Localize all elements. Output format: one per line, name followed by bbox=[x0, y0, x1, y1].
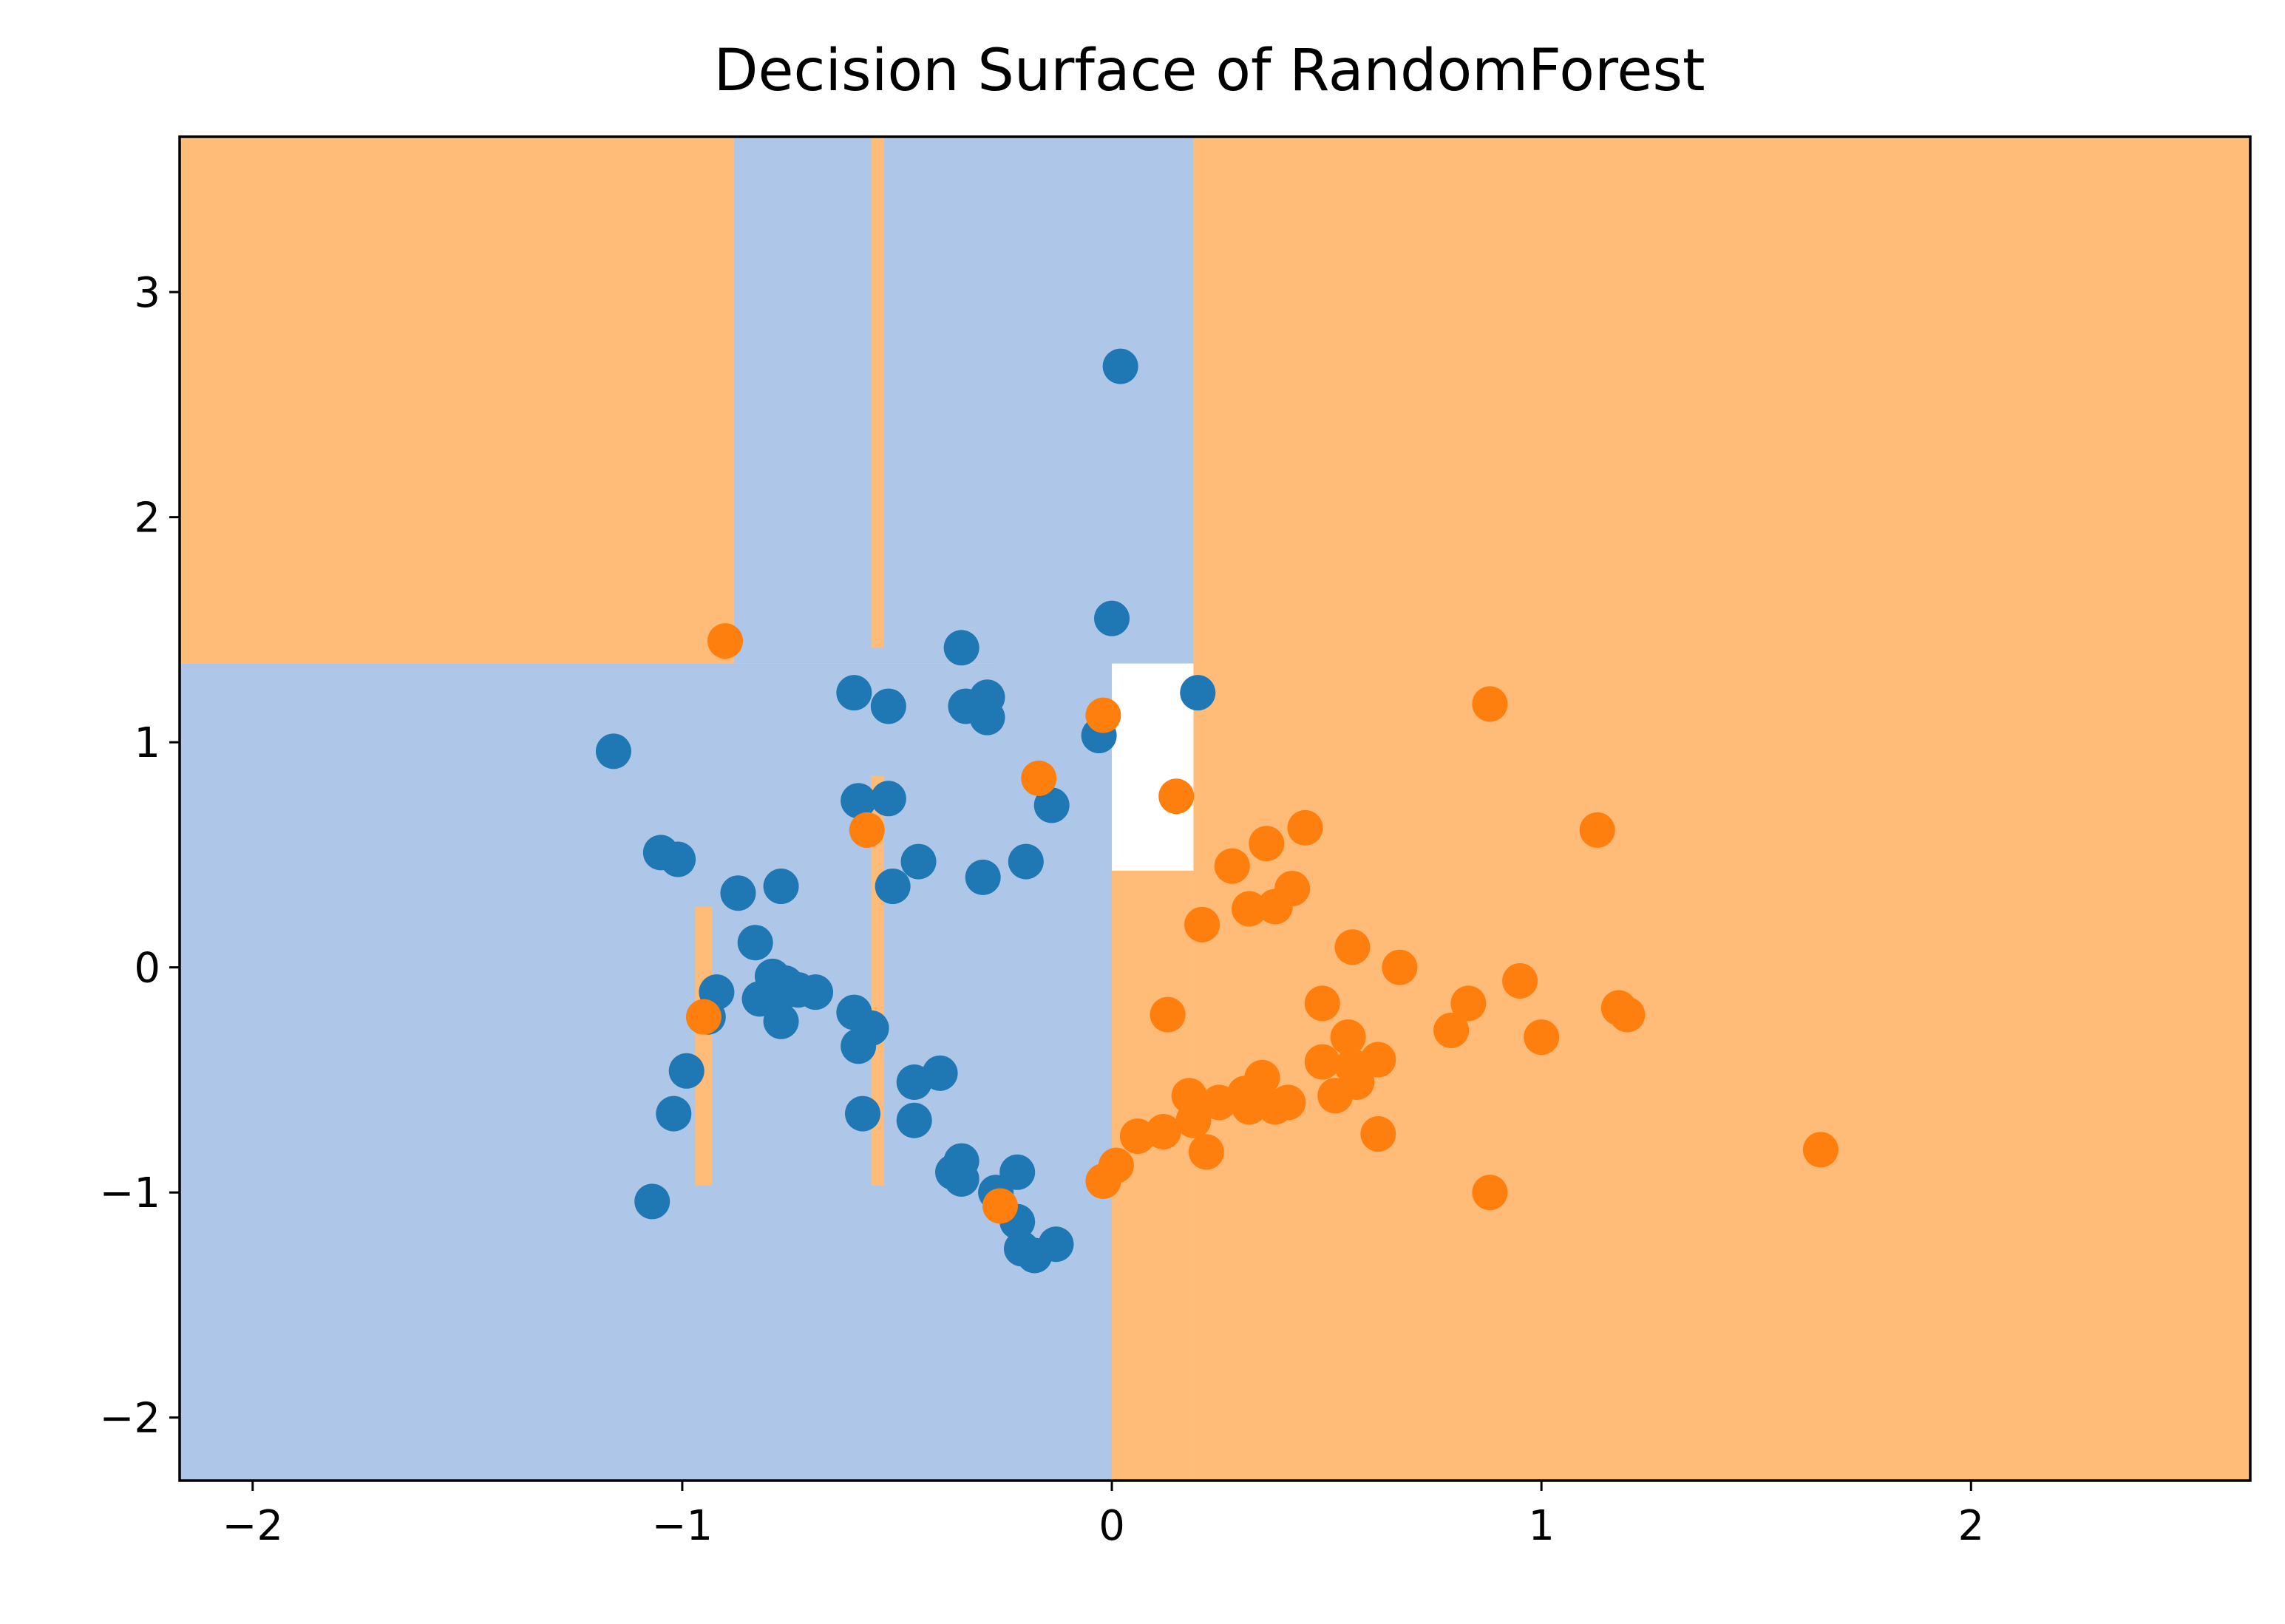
class0-point-4 bbox=[870, 688, 906, 724]
class1-point-13 bbox=[1184, 906, 1220, 942]
class1-point-12 bbox=[1231, 891, 1267, 927]
class1-point-25 bbox=[1330, 1019, 1366, 1056]
x-tick-label: −1 bbox=[652, 1502, 713, 1550]
class0-point-17 bbox=[1008, 843, 1044, 880]
plot-frame bbox=[178, 135, 2252, 1482]
class0-point-7 bbox=[969, 699, 1005, 735]
x-tick-label: 1 bbox=[1528, 1502, 1555, 1550]
class1-point-26 bbox=[1304, 1044, 1340, 1080]
class1-point-16 bbox=[1502, 962, 1538, 999]
class1-point-15 bbox=[1382, 949, 1418, 985]
class0-point-9 bbox=[1180, 675, 1216, 711]
class1-point-37 bbox=[1231, 1089, 1267, 1125]
chart-title: Decision Surface of RandomForest bbox=[713, 38, 1705, 104]
class1-point-41 bbox=[1360, 1116, 1396, 1152]
y-tick-label: 0 bbox=[134, 945, 160, 993]
class0-point-43 bbox=[943, 1161, 979, 1197]
class1-point-32 bbox=[1317, 1078, 1354, 1114]
class0-point-34 bbox=[841, 1028, 877, 1064]
class0-point-1 bbox=[1094, 600, 1130, 636]
y-tick-label: 1 bbox=[134, 719, 160, 767]
class1-point-21 bbox=[1150, 996, 1186, 1033]
class1-point-11 bbox=[1257, 889, 1293, 925]
class0-point-49 bbox=[1038, 1226, 1074, 1263]
class1-point-40 bbox=[1119, 1118, 1155, 1155]
class0-point-37 bbox=[896, 1064, 932, 1100]
class1-point-24 bbox=[1524, 1019, 1560, 1056]
class1-point-44 bbox=[1085, 1163, 1121, 1199]
class0-point-18 bbox=[965, 859, 1001, 895]
class0-point-11 bbox=[841, 783, 877, 819]
class0-region-3 bbox=[996, 870, 1073, 916]
y-tick-label: −2 bbox=[99, 1395, 160, 1443]
class1-point-4 bbox=[1158, 778, 1195, 815]
class0-point-28 bbox=[741, 981, 778, 1017]
class1-region-5 bbox=[695, 906, 713, 1186]
class0-region-2 bbox=[996, 663, 1113, 871]
class1-point-45 bbox=[1472, 1175, 1508, 1211]
class0-point-10 bbox=[595, 733, 631, 769]
class0-region-0 bbox=[180, 663, 1113, 1481]
class0-point-50 bbox=[634, 1183, 670, 1220]
class1-point-17 bbox=[1304, 985, 1340, 1022]
y-tick-label: 3 bbox=[134, 269, 160, 317]
class1-region-3 bbox=[871, 137, 885, 648]
class1-region-0 bbox=[180, 137, 734, 664]
class1-point-20 bbox=[1609, 996, 1646, 1033]
class1-point-47 bbox=[982, 1188, 1018, 1224]
y-axis-ticks: −2 −1 0 1 2 3 bbox=[99, 269, 180, 1443]
class1-point-42 bbox=[1188, 1134, 1224, 1170]
class1-point-7 bbox=[1579, 812, 1615, 848]
class0-point-30 bbox=[763, 1003, 799, 1039]
class1-point-38 bbox=[1175, 1102, 1212, 1138]
class0-point-12 bbox=[870, 781, 906, 817]
class0-point-39 bbox=[844, 1095, 880, 1132]
class1-point-18 bbox=[1450, 985, 1487, 1022]
class0-point-15 bbox=[660, 841, 696, 877]
y-tick-label: −1 bbox=[99, 1169, 160, 1217]
class0-point-0 bbox=[1102, 348, 1138, 384]
class1-point-2 bbox=[1472, 686, 1508, 722]
class1-point-22 bbox=[685, 999, 722, 1035]
class0-point-21 bbox=[763, 869, 799, 905]
class0-point-35 bbox=[668, 1053, 704, 1089]
class0-point-38 bbox=[656, 1095, 692, 1132]
class1-point-1 bbox=[1085, 697, 1121, 733]
class1-point-3 bbox=[1021, 760, 1057, 796]
class0-point-2 bbox=[943, 630, 979, 666]
decision-regions bbox=[180, 137, 2250, 1481]
class0-point-20 bbox=[720, 875, 756, 911]
class1-point-46 bbox=[1802, 1132, 1838, 1168]
y-tick-label: 2 bbox=[134, 495, 160, 543]
class0-point-16 bbox=[900, 843, 937, 880]
class0-point-13 bbox=[1033, 787, 1070, 823]
class1-point-6 bbox=[1287, 809, 1323, 846]
class0-region-4 bbox=[996, 915, 1069, 1062]
class0-point-19 bbox=[875, 869, 911, 905]
data-points bbox=[595, 348, 1838, 1274]
class1-point-5 bbox=[849, 812, 885, 848]
x-axis-ticks: −2 −1 0 1 2 bbox=[223, 1481, 1984, 1550]
x-tick-label: −2 bbox=[223, 1502, 284, 1550]
class1-point-0 bbox=[707, 623, 744, 659]
class0-region-1 bbox=[733, 137, 1194, 664]
class1-point-34 bbox=[1201, 1084, 1237, 1121]
class1-point-36 bbox=[1257, 1089, 1293, 1125]
class1-point-9 bbox=[1214, 848, 1250, 884]
class0-point-40 bbox=[896, 1102, 932, 1138]
class1-point-23 bbox=[1433, 1012, 1470, 1048]
class1-region-1 bbox=[1193, 137, 2250, 1481]
class0-point-3 bbox=[836, 675, 872, 711]
class1-point-14 bbox=[1334, 929, 1371, 965]
x-tick-label: 2 bbox=[1958, 1502, 1984, 1550]
class1-point-8 bbox=[1249, 826, 1285, 862]
x-tick-label: 0 bbox=[1099, 1502, 1125, 1550]
class0-point-22 bbox=[737, 925, 773, 961]
